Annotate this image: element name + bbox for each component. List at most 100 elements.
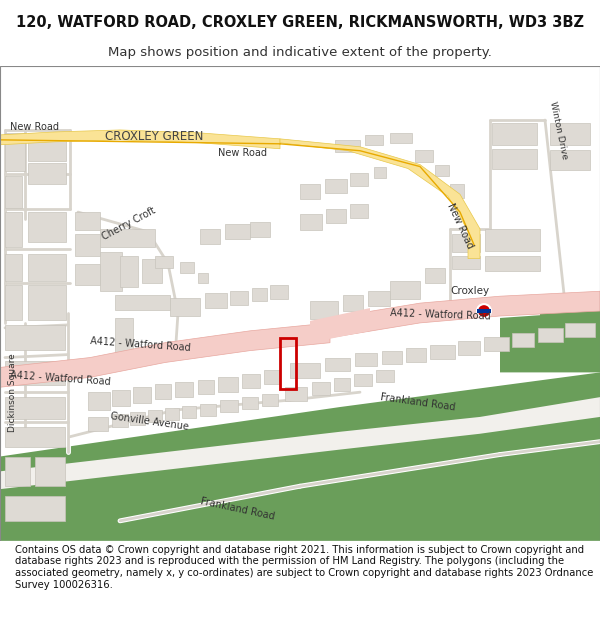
Bar	[115, 295, 170, 310]
Polygon shape	[0, 372, 600, 541]
Text: CROXLEY GREEN: CROXLEY GREEN	[105, 131, 203, 143]
Bar	[225, 224, 250, 239]
Bar	[112, 390, 130, 406]
Text: Frankland Road: Frankland Road	[380, 392, 456, 412]
Bar	[310, 301, 338, 319]
Text: A412 - Watford Road: A412 - Watford Road	[10, 370, 111, 387]
Bar	[88, 417, 108, 431]
Polygon shape	[0, 432, 600, 541]
Bar	[262, 394, 278, 406]
Bar	[484, 337, 509, 351]
Bar	[148, 410, 162, 422]
Text: Contains OS data © Crown copyright and database right 2021. This information is : Contains OS data © Crown copyright and d…	[15, 545, 593, 589]
Bar	[390, 281, 420, 299]
Circle shape	[477, 304, 491, 318]
Bar	[28, 212, 66, 242]
Polygon shape	[0, 397, 600, 489]
Polygon shape	[280, 139, 480, 259]
Bar	[75, 264, 100, 285]
Bar	[355, 352, 377, 366]
Polygon shape	[310, 308, 370, 342]
Bar	[165, 408, 179, 420]
Bar	[350, 173, 368, 186]
Bar	[430, 345, 455, 359]
Bar	[200, 229, 220, 244]
Bar	[75, 212, 100, 230]
Bar	[218, 378, 238, 392]
Text: A412 - Watford Road: A412 - Watford Road	[90, 336, 191, 353]
Bar	[88, 392, 110, 410]
Polygon shape	[0, 130, 280, 149]
Text: Gonville Avenue: Gonville Avenue	[110, 411, 190, 432]
Polygon shape	[0, 323, 330, 388]
Bar	[538, 328, 563, 342]
Bar	[435, 164, 449, 176]
Bar	[477, 309, 491, 313]
Bar	[485, 229, 540, 251]
Bar	[374, 166, 386, 179]
Bar	[485, 256, 540, 271]
Text: A412 - Watford Road: A412 - Watford Road	[390, 308, 491, 322]
Bar	[452, 234, 480, 252]
Bar	[205, 293, 227, 308]
Bar	[280, 338, 296, 389]
Bar	[5, 254, 22, 281]
Bar	[155, 384, 171, 399]
Bar	[458, 341, 480, 354]
Bar	[142, 259, 162, 283]
Bar	[5, 427, 65, 447]
Text: Frankland Road: Frankland Road	[200, 496, 276, 522]
Text: Croxley: Croxley	[451, 286, 490, 296]
Bar	[343, 295, 363, 311]
Bar	[198, 380, 214, 394]
Bar	[450, 184, 464, 198]
Bar	[155, 256, 173, 268]
Bar	[415, 150, 433, 162]
Bar	[28, 162, 66, 184]
Bar	[5, 176, 22, 208]
Bar	[512, 332, 534, 347]
Bar	[5, 496, 65, 521]
Bar	[382, 351, 402, 364]
Bar	[406, 348, 426, 361]
Bar	[5, 285, 22, 320]
Bar	[200, 404, 216, 416]
Bar	[5, 133, 25, 171]
Bar	[252, 288, 267, 301]
Bar	[550, 150, 590, 169]
Bar	[5, 456, 30, 486]
Bar	[390, 133, 412, 142]
Bar	[112, 414, 128, 427]
Bar	[335, 140, 360, 152]
Bar	[180, 261, 194, 274]
Polygon shape	[540, 305, 600, 325]
Bar	[325, 179, 347, 193]
Bar	[376, 371, 394, 382]
Bar	[5, 397, 65, 419]
Bar	[230, 291, 248, 305]
Bar	[242, 397, 258, 409]
Bar	[492, 123, 537, 145]
Bar	[334, 378, 350, 391]
Polygon shape	[500, 311, 600, 372]
Bar	[133, 388, 151, 403]
Bar	[5, 361, 65, 385]
Bar	[28, 133, 66, 161]
Bar	[182, 406, 196, 418]
Bar	[242, 374, 260, 388]
Bar	[35, 456, 65, 486]
Bar	[550, 123, 590, 145]
Bar	[120, 256, 138, 288]
Bar	[264, 371, 280, 384]
Bar	[100, 229, 155, 247]
Bar	[220, 400, 238, 412]
Bar	[175, 382, 193, 397]
Text: Map shows position and indicative extent of the property.: Map shows position and indicative extent…	[108, 46, 492, 59]
Text: New Road: New Road	[10, 122, 59, 132]
Bar	[130, 412, 145, 425]
Bar	[28, 254, 66, 281]
Bar	[565, 323, 595, 337]
Text: 120, WATFORD ROAD, CROXLEY GREEN, RICKMANSWORTH, WD3 3BZ: 120, WATFORD ROAD, CROXLEY GREEN, RICKMA…	[16, 16, 584, 31]
Bar	[5, 212, 22, 247]
Bar	[452, 256, 480, 269]
